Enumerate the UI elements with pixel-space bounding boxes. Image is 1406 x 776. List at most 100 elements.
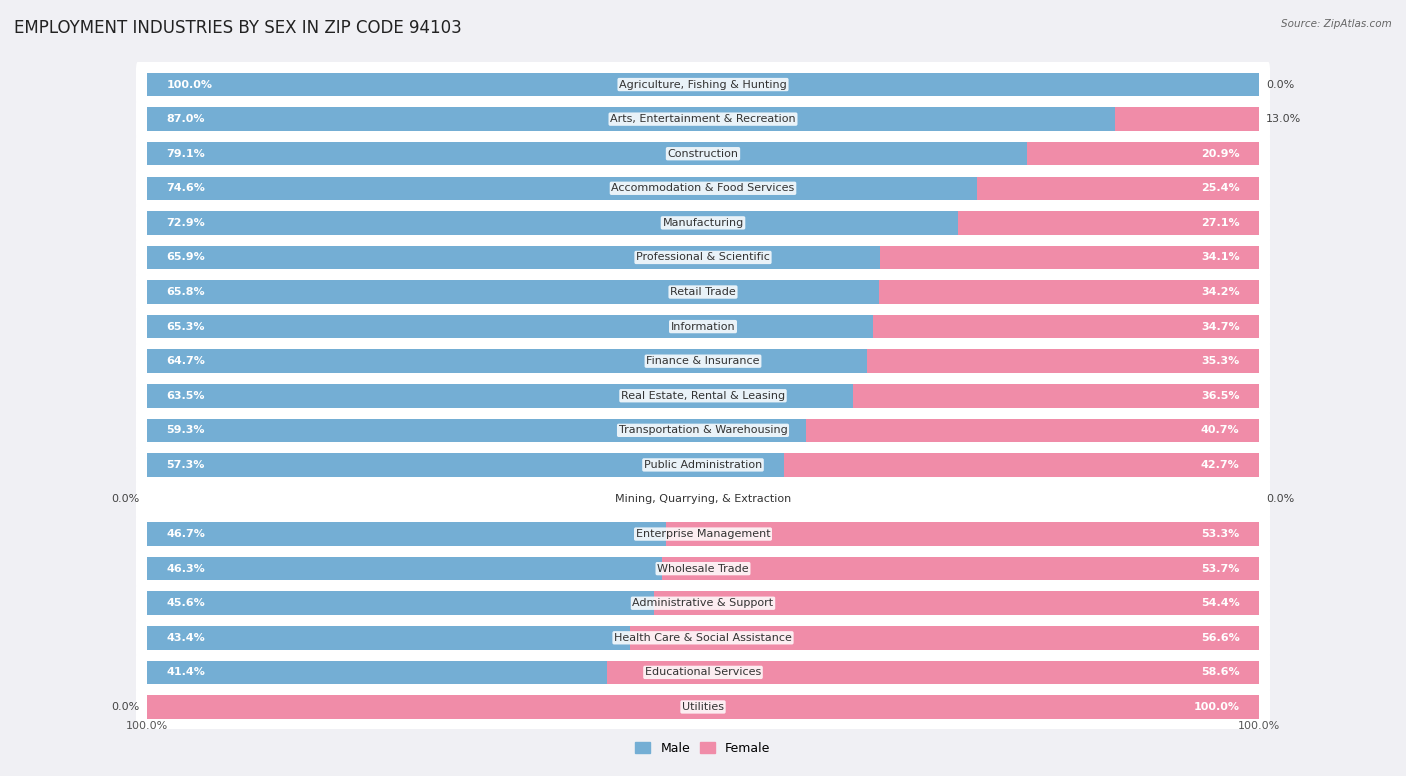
Text: Arts, Entertainment & Recreation: Arts, Entertainment & Recreation: [610, 114, 796, 124]
Bar: [957, 211, 1260, 234]
Text: Source: ZipAtlas.com: Source: ZipAtlas.com: [1281, 19, 1392, 29]
Text: 65.8%: 65.8%: [166, 287, 205, 297]
Bar: [630, 626, 1260, 650]
Bar: [146, 211, 957, 234]
Text: 57.3%: 57.3%: [166, 460, 205, 470]
Text: 34.7%: 34.7%: [1201, 321, 1240, 331]
FancyBboxPatch shape: [136, 233, 1270, 282]
Bar: [146, 280, 879, 303]
Bar: [146, 384, 853, 407]
Text: Manufacturing: Manufacturing: [662, 218, 744, 228]
FancyBboxPatch shape: [136, 164, 1270, 213]
Text: 0.0%: 0.0%: [111, 702, 141, 712]
Text: 13.0%: 13.0%: [1265, 114, 1302, 124]
Text: 43.4%: 43.4%: [166, 632, 205, 643]
FancyBboxPatch shape: [136, 648, 1270, 697]
Text: Enterprise Management: Enterprise Management: [636, 529, 770, 539]
Text: 45.6%: 45.6%: [166, 598, 205, 608]
Bar: [146, 107, 1115, 131]
Bar: [866, 349, 1260, 373]
Text: Real Estate, Rental & Leasing: Real Estate, Rental & Leasing: [621, 391, 785, 400]
FancyBboxPatch shape: [136, 60, 1270, 109]
Text: Transportation & Warehousing: Transportation & Warehousing: [619, 425, 787, 435]
FancyBboxPatch shape: [136, 682, 1270, 732]
Bar: [146, 315, 873, 338]
Bar: [146, 626, 630, 650]
Text: 72.9%: 72.9%: [166, 218, 205, 228]
Bar: [146, 453, 785, 476]
FancyBboxPatch shape: [136, 613, 1270, 663]
Bar: [146, 591, 654, 615]
Bar: [146, 660, 607, 684]
Text: 56.6%: 56.6%: [1201, 632, 1240, 643]
Text: Administrative & Support: Administrative & Support: [633, 598, 773, 608]
Text: 74.6%: 74.6%: [166, 183, 205, 193]
Text: 34.2%: 34.2%: [1201, 287, 1240, 297]
FancyBboxPatch shape: [136, 579, 1270, 628]
Bar: [146, 349, 866, 373]
Text: 100.0%: 100.0%: [1194, 702, 1240, 712]
Text: Wholesale Trade: Wholesale Trade: [657, 563, 749, 573]
Bar: [146, 522, 666, 546]
Text: 100.0%: 100.0%: [1239, 721, 1281, 731]
Text: 40.7%: 40.7%: [1201, 425, 1240, 435]
Text: 42.7%: 42.7%: [1201, 460, 1240, 470]
Text: 35.3%: 35.3%: [1201, 356, 1240, 366]
Bar: [662, 557, 1260, 580]
Text: 27.1%: 27.1%: [1201, 218, 1240, 228]
Text: 63.5%: 63.5%: [166, 391, 205, 400]
Bar: [607, 660, 1260, 684]
Text: 0.0%: 0.0%: [1265, 494, 1295, 504]
Bar: [666, 522, 1260, 546]
Bar: [1115, 107, 1260, 131]
FancyBboxPatch shape: [136, 544, 1270, 593]
FancyBboxPatch shape: [136, 95, 1270, 144]
Bar: [146, 142, 1026, 165]
Bar: [807, 418, 1260, 442]
Text: Information: Information: [671, 321, 735, 331]
Text: Educational Services: Educational Services: [645, 667, 761, 677]
Text: Construction: Construction: [668, 149, 738, 159]
Text: 0.0%: 0.0%: [111, 494, 141, 504]
Text: Accommodation & Food Services: Accommodation & Food Services: [612, 183, 794, 193]
FancyBboxPatch shape: [136, 199, 1270, 248]
Bar: [146, 695, 1260, 719]
Text: Health Care & Social Assistance: Health Care & Social Assistance: [614, 632, 792, 643]
Text: 53.3%: 53.3%: [1201, 529, 1240, 539]
Bar: [1026, 142, 1260, 165]
Text: 0.0%: 0.0%: [1265, 80, 1295, 89]
FancyBboxPatch shape: [136, 371, 1270, 421]
Text: 64.7%: 64.7%: [166, 356, 205, 366]
Text: 79.1%: 79.1%: [166, 149, 205, 159]
Bar: [879, 280, 1260, 303]
Text: 46.3%: 46.3%: [166, 563, 205, 573]
Bar: [146, 176, 977, 200]
FancyBboxPatch shape: [136, 268, 1270, 317]
Bar: [977, 176, 1260, 200]
Bar: [146, 418, 807, 442]
Text: Utilities: Utilities: [682, 702, 724, 712]
Bar: [853, 384, 1260, 407]
Bar: [873, 315, 1260, 338]
Bar: [880, 246, 1260, 269]
Bar: [146, 246, 880, 269]
Text: 46.7%: 46.7%: [166, 529, 205, 539]
Text: 58.6%: 58.6%: [1201, 667, 1240, 677]
Text: Retail Trade: Retail Trade: [671, 287, 735, 297]
FancyBboxPatch shape: [136, 302, 1270, 352]
Bar: [146, 73, 1260, 96]
Text: 54.4%: 54.4%: [1201, 598, 1240, 608]
Bar: [654, 591, 1260, 615]
FancyBboxPatch shape: [136, 440, 1270, 490]
Text: 87.0%: 87.0%: [166, 114, 205, 124]
Text: Professional & Scientific: Professional & Scientific: [636, 252, 770, 262]
Bar: [785, 453, 1260, 476]
Text: 100.0%: 100.0%: [125, 721, 167, 731]
Text: 20.9%: 20.9%: [1201, 149, 1240, 159]
Legend: Male, Female: Male, Female: [630, 737, 776, 760]
Text: 59.3%: 59.3%: [166, 425, 205, 435]
FancyBboxPatch shape: [136, 406, 1270, 455]
Text: 65.3%: 65.3%: [166, 321, 205, 331]
Text: 100.0%: 100.0%: [166, 80, 212, 89]
Text: 41.4%: 41.4%: [166, 667, 205, 677]
